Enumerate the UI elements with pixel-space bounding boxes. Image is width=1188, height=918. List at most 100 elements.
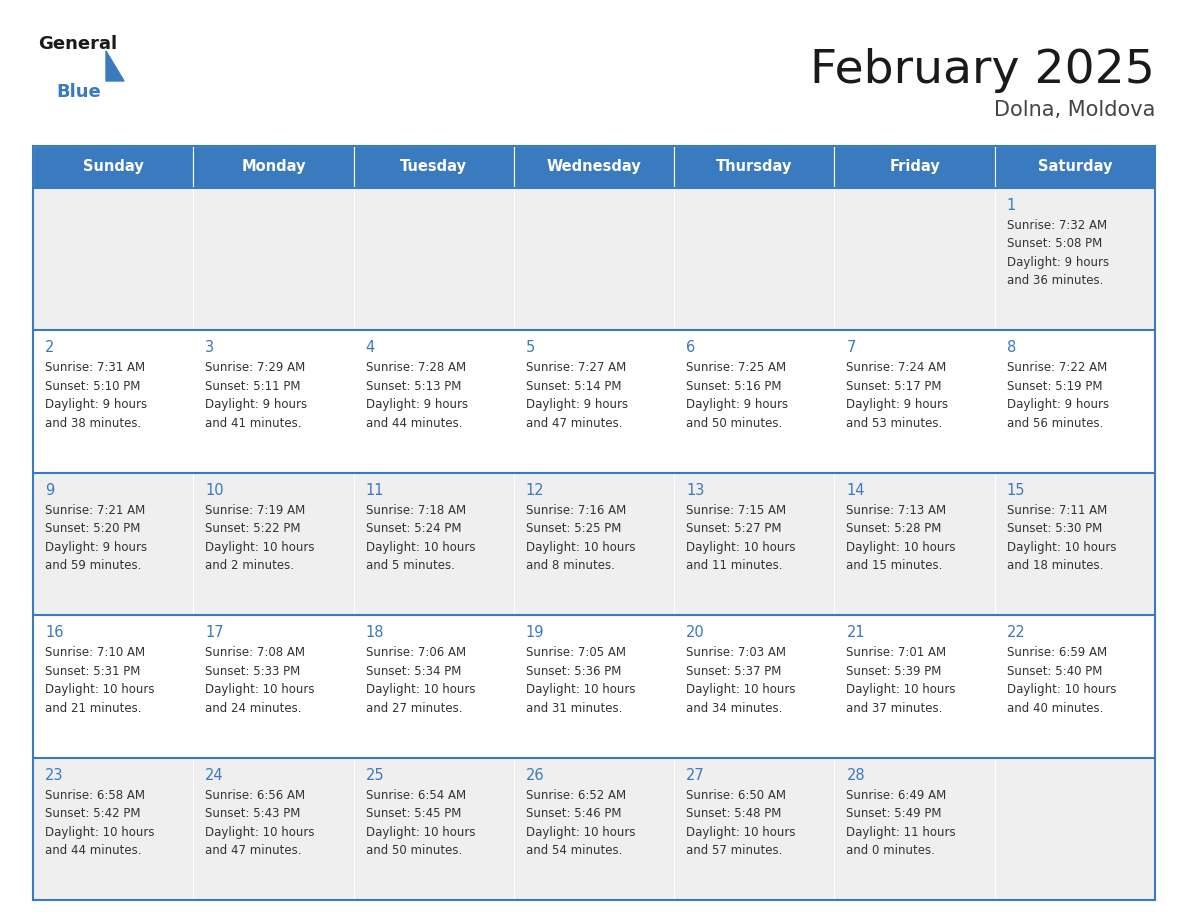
Bar xyxy=(33,473,194,615)
Bar xyxy=(514,146,674,188)
Bar xyxy=(514,330,674,473)
Text: Sunrise: 7:05 AM: Sunrise: 7:05 AM xyxy=(526,646,626,659)
Text: 20: 20 xyxy=(687,625,704,640)
Text: and 2 minutes.: and 2 minutes. xyxy=(206,559,295,572)
Text: Daylight: 10 hours: Daylight: 10 hours xyxy=(206,683,315,696)
Text: Thursday: Thursday xyxy=(716,160,792,174)
Text: and 15 minutes.: and 15 minutes. xyxy=(846,559,943,572)
Bar xyxy=(33,330,194,473)
Text: 17: 17 xyxy=(206,625,223,640)
Text: Daylight: 10 hours: Daylight: 10 hours xyxy=(45,683,154,696)
Text: Sunrise: 7:19 AM: Sunrise: 7:19 AM xyxy=(206,504,305,517)
Text: Sunrise: 7:31 AM: Sunrise: 7:31 AM xyxy=(45,362,145,375)
Text: and 53 minutes.: and 53 minutes. xyxy=(846,417,943,430)
Text: and 40 minutes.: and 40 minutes. xyxy=(1006,701,1104,715)
Text: 27: 27 xyxy=(687,767,704,783)
Bar xyxy=(674,146,834,188)
Text: Sunrise: 6:52 AM: Sunrise: 6:52 AM xyxy=(526,789,626,801)
Text: Sunrise: 6:59 AM: Sunrise: 6:59 AM xyxy=(1006,646,1107,659)
Text: 12: 12 xyxy=(526,483,544,498)
Text: Daylight: 10 hours: Daylight: 10 hours xyxy=(45,825,154,839)
Text: 28: 28 xyxy=(846,767,865,783)
Text: and 8 minutes.: and 8 minutes. xyxy=(526,559,614,572)
Bar xyxy=(994,757,1155,900)
Text: Sunrise: 7:29 AM: Sunrise: 7:29 AM xyxy=(206,362,305,375)
Text: and 27 minutes.: and 27 minutes. xyxy=(366,701,462,715)
Text: Daylight: 9 hours: Daylight: 9 hours xyxy=(687,398,789,411)
Text: and 0 minutes.: and 0 minutes. xyxy=(846,844,935,857)
Text: Daylight: 9 hours: Daylight: 9 hours xyxy=(45,398,147,411)
Text: and 36 minutes.: and 36 minutes. xyxy=(1006,274,1104,287)
Text: Daylight: 9 hours: Daylight: 9 hours xyxy=(366,398,468,411)
Text: 2: 2 xyxy=(45,341,55,355)
Text: Daylight: 10 hours: Daylight: 10 hours xyxy=(206,825,315,839)
Bar xyxy=(194,188,354,330)
Text: Sunrise: 7:15 AM: Sunrise: 7:15 AM xyxy=(687,504,786,517)
Text: and 41 minutes.: and 41 minutes. xyxy=(206,417,302,430)
Text: Sunrise: 7:28 AM: Sunrise: 7:28 AM xyxy=(366,362,466,375)
Text: Sunrise: 7:22 AM: Sunrise: 7:22 AM xyxy=(1006,362,1107,375)
Text: Saturday: Saturday xyxy=(1037,160,1112,174)
Text: 10: 10 xyxy=(206,483,223,498)
Bar xyxy=(674,615,834,757)
Bar xyxy=(674,757,834,900)
Bar xyxy=(674,473,834,615)
Text: 8: 8 xyxy=(1006,341,1016,355)
Text: and 50 minutes.: and 50 minutes. xyxy=(687,417,783,430)
Text: Daylight: 11 hours: Daylight: 11 hours xyxy=(846,825,956,839)
Text: Sunrise: 7:32 AM: Sunrise: 7:32 AM xyxy=(1006,219,1107,232)
Text: Sunset: 5:27 PM: Sunset: 5:27 PM xyxy=(687,522,782,535)
Text: Sunrise: 6:58 AM: Sunrise: 6:58 AM xyxy=(45,789,145,801)
Text: Sunset: 5:45 PM: Sunset: 5:45 PM xyxy=(366,807,461,820)
Text: Daylight: 10 hours: Daylight: 10 hours xyxy=(366,683,475,696)
Bar xyxy=(994,188,1155,330)
Text: Monday: Monday xyxy=(241,160,305,174)
Text: Friday: Friday xyxy=(889,160,940,174)
Text: and 59 minutes.: and 59 minutes. xyxy=(45,559,141,572)
Text: Sunset: 5:19 PM: Sunset: 5:19 PM xyxy=(1006,380,1102,393)
Text: Sunset: 5:36 PM: Sunset: 5:36 PM xyxy=(526,665,621,677)
Text: 9: 9 xyxy=(45,483,55,498)
Text: 19: 19 xyxy=(526,625,544,640)
Text: Daylight: 10 hours: Daylight: 10 hours xyxy=(1006,541,1117,554)
Text: 14: 14 xyxy=(846,483,865,498)
Text: Sunrise: 7:03 AM: Sunrise: 7:03 AM xyxy=(687,646,786,659)
Text: Daylight: 10 hours: Daylight: 10 hours xyxy=(526,541,636,554)
Text: 4: 4 xyxy=(366,341,375,355)
Text: Daylight: 10 hours: Daylight: 10 hours xyxy=(366,825,475,839)
Text: 21: 21 xyxy=(846,625,865,640)
Text: Sunrise: 7:08 AM: Sunrise: 7:08 AM xyxy=(206,646,305,659)
Bar xyxy=(834,757,994,900)
Text: Daylight: 10 hours: Daylight: 10 hours xyxy=(526,683,636,696)
Text: 22: 22 xyxy=(1006,625,1025,640)
Text: Daylight: 9 hours: Daylight: 9 hours xyxy=(45,541,147,554)
Text: Daylight: 10 hours: Daylight: 10 hours xyxy=(846,683,956,696)
Bar xyxy=(194,615,354,757)
Text: 18: 18 xyxy=(366,625,384,640)
Text: 5: 5 xyxy=(526,341,535,355)
Text: Sunrise: 7:11 AM: Sunrise: 7:11 AM xyxy=(1006,504,1107,517)
Text: Daylight: 10 hours: Daylight: 10 hours xyxy=(687,683,796,696)
Bar xyxy=(194,473,354,615)
Text: Sunset: 5:10 PM: Sunset: 5:10 PM xyxy=(45,380,140,393)
Text: 23: 23 xyxy=(45,767,63,783)
Text: Sunset: 5:49 PM: Sunset: 5:49 PM xyxy=(846,807,942,820)
Text: Daylight: 10 hours: Daylight: 10 hours xyxy=(366,541,475,554)
Text: Sunset: 5:46 PM: Sunset: 5:46 PM xyxy=(526,807,621,820)
Bar xyxy=(994,473,1155,615)
Text: Sunset: 5:11 PM: Sunset: 5:11 PM xyxy=(206,380,301,393)
Text: Daylight: 10 hours: Daylight: 10 hours xyxy=(687,541,796,554)
Text: and 38 minutes.: and 38 minutes. xyxy=(45,417,141,430)
Text: Sunday: Sunday xyxy=(83,160,144,174)
Text: and 47 minutes.: and 47 minutes. xyxy=(206,844,302,857)
Text: Sunrise: 7:13 AM: Sunrise: 7:13 AM xyxy=(846,504,947,517)
Text: 15: 15 xyxy=(1006,483,1025,498)
Bar xyxy=(354,188,514,330)
Text: and 18 minutes.: and 18 minutes. xyxy=(1006,559,1104,572)
Text: Sunset: 5:48 PM: Sunset: 5:48 PM xyxy=(687,807,782,820)
Bar xyxy=(354,330,514,473)
Text: and 50 minutes.: and 50 minutes. xyxy=(366,844,462,857)
Text: Daylight: 9 hours: Daylight: 9 hours xyxy=(1006,256,1108,269)
Text: and 44 minutes.: and 44 minutes. xyxy=(366,417,462,430)
Text: and 56 minutes.: and 56 minutes. xyxy=(1006,417,1104,430)
